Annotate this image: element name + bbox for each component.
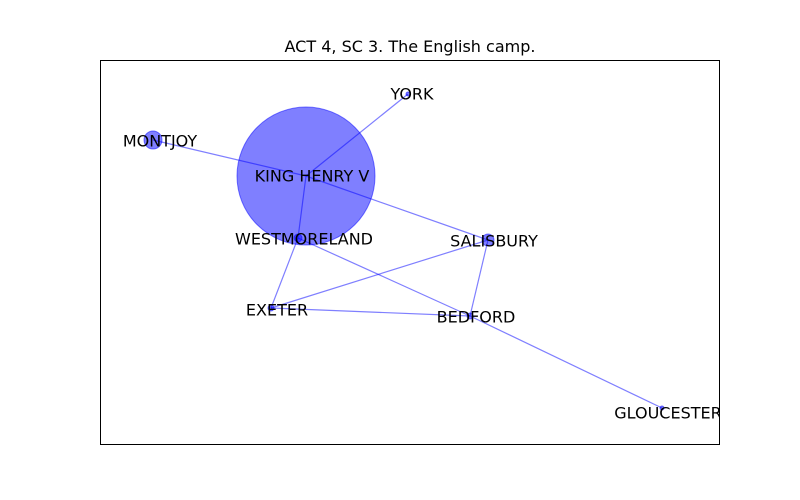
node-king-henry-v xyxy=(236,106,376,246)
node-york xyxy=(405,91,411,97)
edge-westmoreland-exeter xyxy=(270,237,299,309)
edge-westmoreland-bedford xyxy=(297,237,471,317)
node-westmoreland xyxy=(293,233,303,243)
node-label-york: YORK xyxy=(389,85,434,104)
edge-salisbury-exeter xyxy=(270,239,489,309)
node-gloucester xyxy=(659,405,665,411)
node-label-bedford: BEDFORD xyxy=(437,308,516,327)
chart-title: ACT 4, SC 3. The English camp. xyxy=(285,37,536,56)
node-label-salisbury: SALISBURY xyxy=(450,232,538,251)
node-bedford xyxy=(466,312,474,320)
node-salisbury xyxy=(481,233,495,247)
node-label-king-henry-v: KING HENRY V xyxy=(255,167,370,186)
node-label-exeter: EXETER xyxy=(246,301,308,320)
node-exeter xyxy=(267,304,275,312)
edge-exeter-bedford xyxy=(270,307,471,317)
nodes-layer xyxy=(143,91,665,411)
labels-layer: KING HENRY V YORK MONTJOY WESTMORELAND SALIS… xyxy=(123,85,721,423)
edge-bedford-gloucester xyxy=(469,315,663,409)
plot-area: KING HENRY V YORK MONTJOY WESTMORELAND SALIS… xyxy=(123,85,721,423)
node-label-gloucester: GLOUCESTER xyxy=(614,404,721,423)
node-label-westmoreland: WESTMORELAND xyxy=(235,230,373,249)
edge-salisbury-bedford xyxy=(469,239,489,317)
axes-frame xyxy=(100,60,720,445)
node-label-montjoy: MONTJOY xyxy=(123,132,198,151)
node-montjoy xyxy=(143,130,163,150)
